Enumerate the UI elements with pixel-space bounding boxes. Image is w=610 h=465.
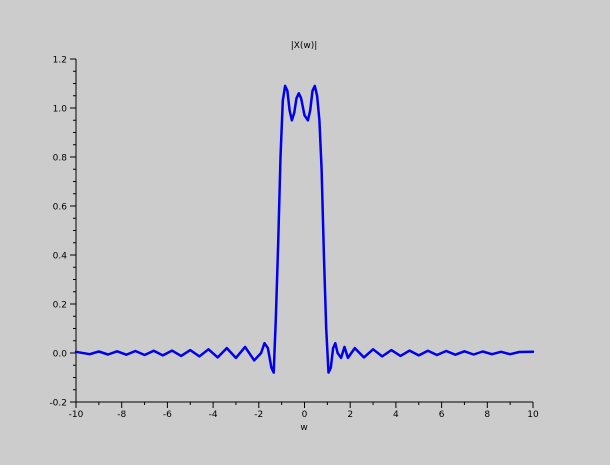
x-tick-label: -2 [254,410,263,420]
x-tick-label: 4 [393,410,399,420]
series-line [74,84,535,374]
y-tick-label: 0.6 [53,203,68,213]
plot-area [74,84,535,374]
y-ticks: -0.2 0.0 0.2 0.4 0.6 0.8 1.0 1.2 [49,56,76,409]
x-tick-label: -10 [69,410,84,420]
y-tick-label: 0.4 [53,252,68,262]
x-ticks: -10 -8 -6 -4 -2 0 2 4 6 8 10 [69,402,539,420]
x-tick-label: 6 [439,410,445,420]
chart-title: |X(w)| [291,41,318,51]
y-tick-label: 1.2 [53,56,67,66]
x-tick-label: -4 [209,410,218,420]
x-tick-label: 2 [347,410,353,420]
x-tick-label: -6 [163,410,172,420]
y-tick-label: -0.2 [49,399,67,409]
x-tick-label: 10 [527,410,539,420]
x-axis-label: w [300,423,307,433]
y-tick-label: 0.2 [53,301,67,311]
y-tick-label: 0.8 [53,154,68,164]
y-tick-label: 1.0 [53,105,68,115]
x-tick-label: -8 [117,410,126,420]
x-tick-label: 8 [484,410,490,420]
x-tick-label: 0 [302,410,308,420]
y-tick-label: 0.0 [53,350,68,360]
